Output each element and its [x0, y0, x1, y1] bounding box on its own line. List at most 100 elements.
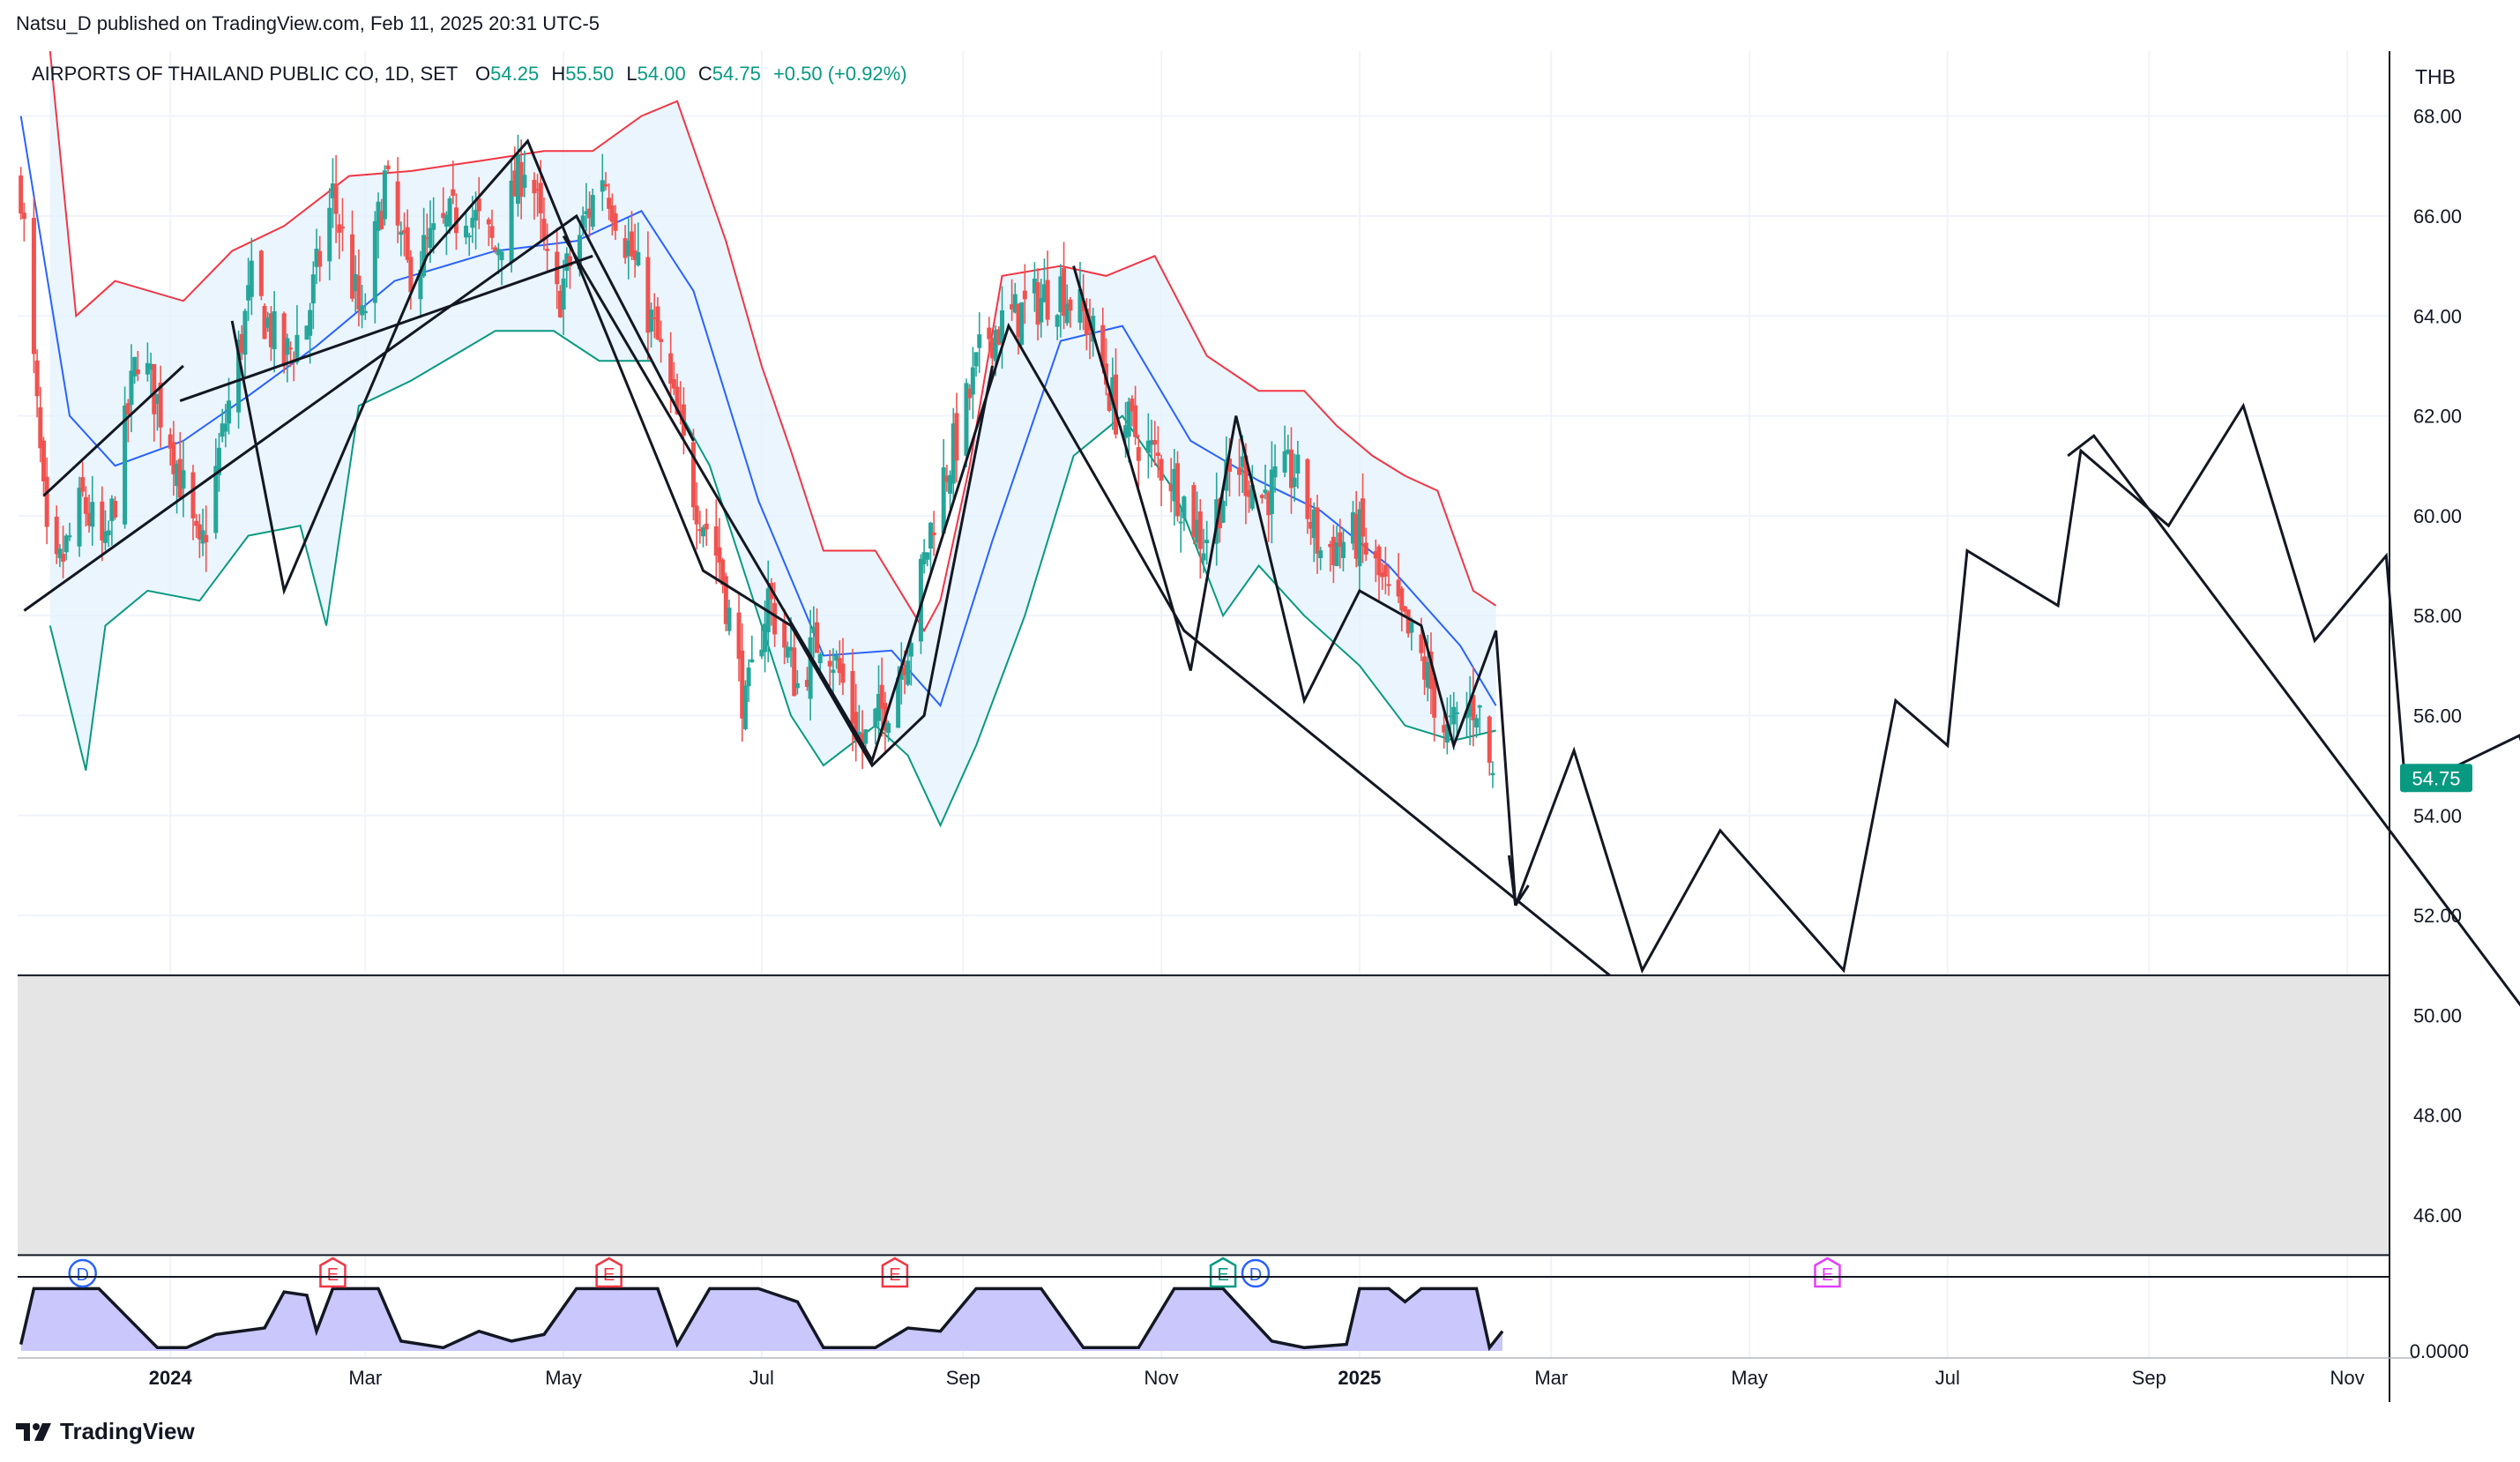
- time-tick-label: Sep: [2132, 1367, 2166, 1389]
- candle-body: [175, 463, 180, 487]
- candle-body: [987, 327, 992, 339]
- candle-body: [496, 249, 501, 256]
- candle-body: [242, 310, 248, 355]
- candle-body: [1226, 459, 1232, 472]
- candle-body: [727, 608, 732, 631]
- candle-body: [476, 198, 481, 212]
- time-tick-label: Jul: [1935, 1367, 1960, 1389]
- candle-body: [1419, 634, 1424, 653]
- price-tick-label: 50.00: [2413, 1004, 2462, 1026]
- candle-body: [418, 269, 423, 300]
- candle-body: [405, 227, 410, 260]
- candle-body: [1383, 564, 1388, 577]
- candle-body: [736, 612, 742, 660]
- candle-body: [424, 237, 429, 240]
- axes: 68.00 66.00 64.00 62.00 60.00 58.00 56.00 54.00…: [18, 51, 2469, 1402]
- candle-body: [1055, 315, 1060, 327]
- candle-body: [216, 447, 221, 475]
- candle-body: [1353, 513, 1359, 559]
- time-tick-label: 2024: [149, 1367, 193, 1389]
- candle-body: [906, 660, 911, 685]
- legend-high: 55.50: [565, 63, 614, 85]
- candle-body: [1442, 725, 1447, 733]
- candle-body: [989, 337, 995, 359]
- candle-body: [720, 559, 726, 586]
- candle-body: [152, 363, 157, 414]
- candle-body: [577, 235, 582, 270]
- candle-body: [227, 400, 232, 424]
- candle-body: [379, 211, 384, 229]
- candle-body: [827, 660, 832, 667]
- candle-body: [973, 352, 979, 367]
- candle-body: [1477, 705, 1482, 708]
- oscillator-fill: [20, 1288, 1503, 1351]
- legend-close-label: C: [698, 63, 712, 85]
- trend-drawing: [42, 364, 184, 497]
- candle-body: [1487, 716, 1492, 764]
- candle-body: [1409, 622, 1414, 633]
- trend-drawing: [2067, 434, 2520, 1007]
- candle-body: [808, 637, 813, 699]
- candle-body: [109, 498, 115, 521]
- candle-body: [177, 459, 183, 498]
- footer-brand-text: TradingView: [60, 1418, 195, 1444]
- candle-body: [102, 531, 108, 543]
- candle-body: [609, 205, 615, 222]
- candle-body: [239, 333, 244, 354]
- candle-body: [181, 470, 186, 489]
- candle-body: [1361, 498, 1366, 537]
- candle-body: [1178, 521, 1183, 524]
- candle-body: [382, 170, 387, 220]
- publisher-header: Natsu_D published on TradingView.com, Fe…: [16, 12, 600, 34]
- price-tick-label: 58.00: [2413, 605, 2462, 627]
- candle-body: [713, 526, 719, 556]
- candle-body: [1035, 282, 1040, 325]
- price-tick-label: 62.00: [2413, 406, 2462, 428]
- candle-body: [886, 723, 891, 734]
- event-label: D: [76, 1265, 88, 1285]
- candle-body: [317, 250, 323, 267]
- price-tick-label: 46.00: [2413, 1205, 2462, 1227]
- candle-body: [1077, 288, 1083, 323]
- candle-body: [1464, 711, 1469, 719]
- trend-drawing: [562, 235, 1611, 977]
- candle-body: [584, 211, 589, 214]
- candle-body: [473, 210, 479, 221]
- candle-body: [360, 305, 365, 316]
- event-label: D: [1249, 1265, 1262, 1285]
- candle-body: [1175, 463, 1181, 517]
- price-tick-label: 52.00: [2413, 905, 2462, 927]
- candle-body: [1062, 267, 1067, 317]
- candle-body: [1000, 310, 1005, 344]
- candle-body: [970, 367, 975, 395]
- candle-body: [421, 235, 427, 277]
- event-marker-earnings: E: [319, 1257, 347, 1288]
- time-tick-label: May: [1731, 1367, 1768, 1389]
- candle-body: [840, 663, 846, 683]
- candle-body: [671, 378, 676, 389]
- candle-body: [1448, 715, 1453, 718]
- drawing-layer[interactable]: [23, 138, 2520, 1125]
- currency-label[interactable]: THB: [2415, 65, 2456, 88]
- candle-body: [399, 231, 404, 235]
- time-tick-label: Nov: [2330, 1367, 2365, 1389]
- candle-body: [1100, 324, 1106, 367]
- candle-body: [204, 534, 209, 542]
- candle-body: [1380, 572, 1385, 578]
- footer-brand-area[interactable]: TradingView: [16, 1418, 195, 1445]
- candle-body: [339, 227, 345, 229]
- candle-body: [742, 685, 748, 729]
- legend-open: 54.25: [490, 63, 539, 85]
- candle-body: [535, 189, 541, 191]
- candle-body: [792, 647, 797, 697]
- candle-body: [337, 224, 342, 233]
- candle-body: [941, 466, 946, 533]
- candle-body: [1133, 405, 1138, 437]
- candle-body: [145, 362, 150, 375]
- candle-body: [268, 313, 273, 347]
- candle-body: [1363, 542, 1368, 555]
- candle-body: [863, 729, 869, 744]
- candle-body: [1039, 297, 1044, 323]
- legend-low: 54.00: [637, 63, 686, 85]
